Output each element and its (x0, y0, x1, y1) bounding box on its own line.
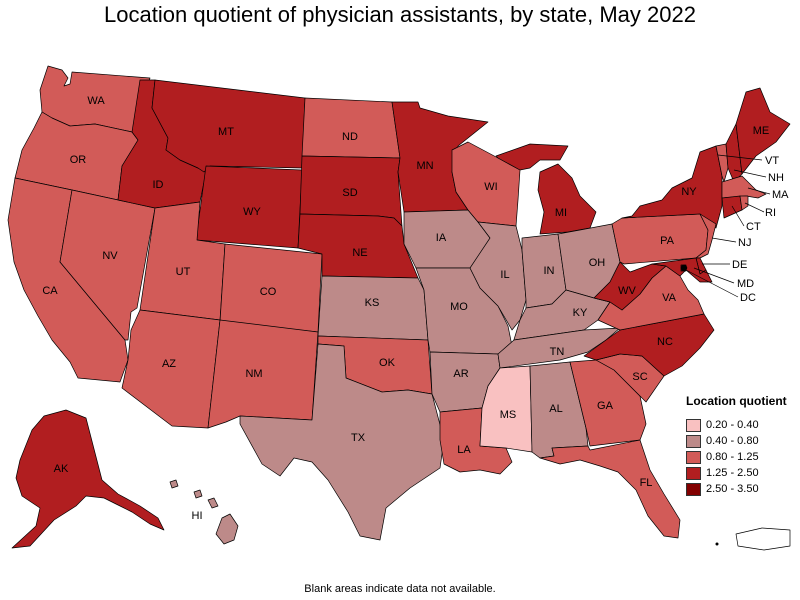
state-NV[interactable] (59, 189, 156, 341)
state-label-MS: MS (500, 409, 517, 421)
state-label-OH: OH (589, 257, 606, 269)
state-label-TX: TX (351, 432, 366, 444)
footnote: Blank areas indicate data not available. (304, 583, 496, 595)
state-label-MD: MD (737, 278, 754, 290)
legend-item: 0.80 - 1.25 (686, 449, 796, 465)
dc-marker (680, 264, 688, 272)
state-label-DC: DC (740, 292, 756, 304)
state-label-HI: HI (192, 510, 203, 522)
state-label-IA: IA (436, 232, 447, 244)
state-MA[interactable] (721, 175, 767, 199)
state-label-WA: WA (87, 95, 105, 107)
state-IL[interactable] (469, 221, 527, 331)
state-label-RI: RI (765, 207, 776, 219)
state-label-NH: NH (768, 172, 784, 184)
state-label-PA: PA (660, 235, 675, 247)
state-label-AK: AK (54, 463, 69, 475)
state-label-WI: WI (484, 181, 497, 193)
state-label-MO: MO (450, 301, 468, 313)
state-VT[interactable] (715, 143, 729, 183)
legend-swatch (686, 466, 701, 480)
legend-label: 2.50 - 3.50 (706, 483, 759, 495)
state-label-SC: SC (632, 371, 647, 383)
legend-swatch (686, 450, 701, 464)
state-label-KS: KS (365, 297, 380, 309)
state-NE[interactable] (297, 213, 419, 279)
legend-label: 1.25 - 2.50 (706, 467, 759, 479)
state-label-LA: LA (457, 444, 471, 456)
legend-title: Location quotient (686, 394, 787, 408)
legend-swatch (686, 434, 701, 448)
state-label-GA: GA (597, 400, 614, 412)
leader-line-NH (733, 169, 767, 178)
state-label-NY: NY (681, 186, 697, 198)
state-label-TN: TN (550, 346, 565, 358)
state-NY[interactable] (621, 145, 723, 229)
state-TX[interactable] (239, 343, 445, 541)
legend: Location quotient 0.20 - 0.40 0.40 - 0.8… (686, 394, 796, 497)
state-label-DE: DE (732, 259, 747, 271)
leader-line-NJ (711, 237, 737, 243)
leader-line-RI (744, 202, 765, 213)
state-AK[interactable] (11, 409, 165, 549)
leader-line-DC (683, 268, 739, 298)
state-label-NC: NC (657, 336, 673, 348)
state-ND[interactable] (301, 97, 401, 159)
state-label-MI: MI (555, 207, 567, 219)
legend-label: 0.80 - 1.25 (706, 451, 759, 463)
leader-line-MA (747, 187, 771, 195)
leader-line-VT (717, 154, 763, 161)
leader-line-MD (693, 267, 735, 284)
state-label-MN: MN (416, 160, 433, 172)
leader-line-CT (731, 205, 745, 227)
state-HI[interactable] (169, 479, 239, 545)
state-label-UT: UT (176, 266, 191, 278)
legend-item: 0.20 - 0.40 (686, 417, 796, 433)
state-label-VT: VT (765, 155, 779, 167)
state-label-NE: NE (352, 247, 367, 259)
state-label-NV: NV (102, 250, 118, 262)
state-label-ME: ME (753, 125, 770, 137)
state-PR[interactable] (735, 527, 791, 551)
state-RI[interactable] (739, 195, 749, 211)
state-label-NJ: NJ (738, 237, 751, 249)
map-title: Location quotient of physician assistant… (104, 2, 696, 27)
legend-item: 2.50 - 3.50 (686, 481, 796, 497)
state-label-WV: WV (618, 285, 636, 297)
state-label-CT: CT (746, 221, 761, 233)
state-label-ND: ND (342, 131, 358, 143)
legend-label: 0.40 - 0.80 (706, 435, 759, 447)
state-NC[interactable] (583, 313, 715, 377)
state-label-CA: CA (42, 285, 58, 297)
state-CT[interactable] (721, 195, 743, 219)
legend-item: 0.40 - 0.80 (686, 433, 796, 449)
state-label-SD: SD (342, 187, 357, 199)
legend-swatch (686, 418, 701, 432)
state-label-AZ: AZ (162, 358, 176, 370)
state-ME[interactable] (735, 87, 791, 175)
state-label-IN: IN (544, 265, 555, 277)
state-label-MT: MT (218, 126, 234, 138)
state-label-CO: CO (260, 286, 277, 298)
state-label-NM: NM (245, 368, 262, 380)
state-label-WY: WY (243, 206, 261, 218)
state-label-OR: OR (70, 154, 87, 166)
pr-island-marker (715, 542, 719, 546)
state-label-ID: ID (153, 179, 164, 191)
state-label-IL: IL (500, 269, 509, 281)
legend-swatch (686, 482, 701, 496)
state-label-VA: VA (662, 292, 677, 304)
state-label-AL: AL (549, 403, 562, 415)
state-label-OK: OK (379, 357, 396, 369)
state-label-FL: FL (640, 477, 653, 489)
legend-label: 0.20 - 0.40 (706, 419, 759, 431)
state-label-AR: AR (453, 368, 468, 380)
state-NM[interactable] (207, 319, 319, 429)
legend-item: 1.25 - 2.50 (686, 465, 796, 481)
state-label-MA: MA (772, 189, 789, 201)
state-label-KY: KY (573, 307, 588, 319)
state-FL[interactable] (539, 439, 681, 539)
